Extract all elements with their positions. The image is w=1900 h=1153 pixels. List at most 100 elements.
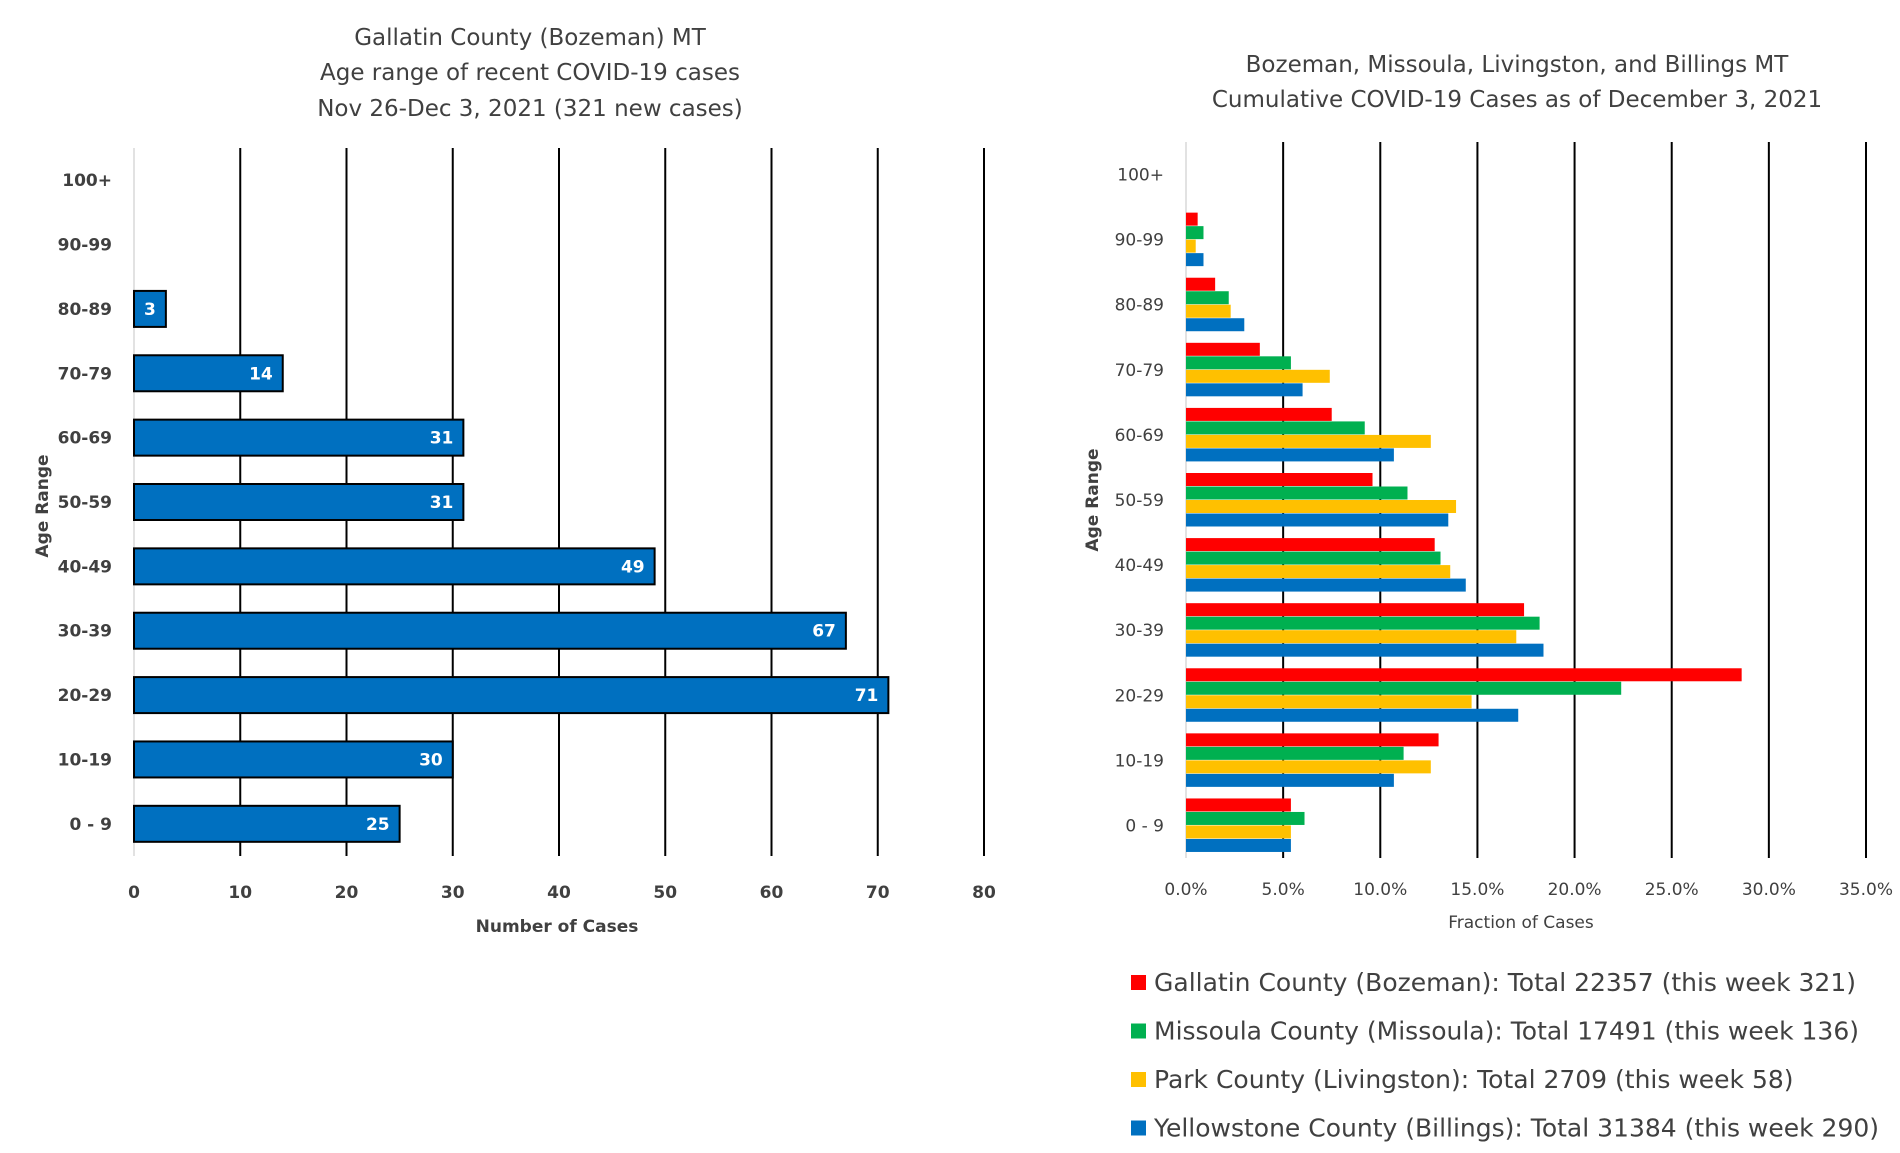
legend-label: Missoula County (Missoula): Total 17491 … [1154,1017,1859,1046]
chart2-bar-series4-30-39 [1186,643,1544,657]
chart1-data-label: 30 [419,750,443,770]
chart2-bar-series2-0-9 [1186,811,1305,825]
chart1-x-tick-label: 70 [866,883,890,903]
chart2-category-label: 40-49 [1115,556,1164,576]
chart2-bar-series3-30-39 [1186,630,1517,644]
chart2-x-tick-label: 30.0% [1742,880,1796,900]
chart2-category-label: 30-39 [1115,621,1164,641]
chart1-data-label: 31 [430,493,454,513]
chart2-x-tick-label: 15.0% [1450,880,1504,900]
chart2-bar-series4-10-19 [1186,773,1394,787]
chart1-category-label: 10-19 [58,750,112,770]
chart2-legend-item-2: Missoula County (Missoula): Total 17491 … [1131,1017,1859,1046]
chart2-legend-item-4: Yellowstone County (Billings): Total 313… [1131,1114,1879,1143]
chart2-bar-series2-70-79 [1186,356,1291,370]
legend-label: Park County (Livingston): Total 2709 (th… [1154,1065,1794,1094]
chart2-bar-series1-70-79 [1186,342,1260,356]
chart1-title-line-3: Nov 26-Dec 3, 2021 (321 new cases) [317,96,743,122]
chart2-category-label: 90-99 [1115,231,1164,251]
chart2-bar-series1-0-9 [1186,798,1291,812]
chart1-bar-50-59 [133,483,465,521]
chart1-category-labels: 0 - 9 10-19 20-29 30-39 40-49 50-59 60-69 70-79… [58,171,112,835]
legend-label: Gallatin County (Bozeman): Total 22357 (… [1154,968,1856,997]
chart1-data-label: 49 [621,557,645,577]
chart2-legend-item-3: Park County (Livingston): Total 2709 (th… [1131,1065,1794,1094]
chart1-y-axis-label: Age Range [33,454,53,557]
chart2-bar-series4-0-9 [1186,838,1291,852]
chart1-bar-70-79 [133,354,284,393]
chart1-bar-10-19 [133,740,454,779]
chart1-x-tick-label: 0 [128,883,140,903]
chart1-category-label: 70-79 [58,364,112,384]
chart2-bar-series2-60-69 [1186,421,1365,435]
chart2-bar-series4-90-99 [1186,253,1204,267]
chart1-bar-30-39 [133,611,847,650]
chart2-x-tick-label: 35.0% [1839,880,1893,900]
chart2-bar-series2-90-99 [1186,226,1204,240]
chart1-gridlines [133,148,985,856]
chart1-data-label: 31 [430,429,454,449]
chart1-data-label: 71 [855,686,879,706]
chart2-bar-series3-60-69 [1186,434,1431,448]
chart1-bar-40-49 [133,547,656,586]
chart2-legend-item-1: Gallatin County (Bozeman): Total 22357 (… [1131,968,1856,997]
chart1-category-label: 0 - 9 [69,815,112,835]
chart1-category-label: 20-29 [58,686,112,706]
chart2-bar-series3-40-49 [1186,565,1451,579]
chart1-category-label: 40-49 [58,557,112,577]
chart1-bars: 25 30 71 67 49 31 31 14 3 [133,289,890,843]
chart1-title: Gallatin County (Bozeman) MT Age range o… [317,25,743,122]
chart2-title-line-2: Cumulative COVID-19 Cases as of December… [1212,87,1822,113]
chart2-bar-series2-80-89 [1186,291,1229,305]
chart2-bar-series2-40-49 [1186,551,1441,565]
chart2-x-tick-label: 5.0% [1262,880,1305,900]
chart2-category-label: 70-79 [1115,361,1164,381]
chart2-bar-series3-0-9 [1186,825,1291,839]
legend-swatch [1131,1023,1146,1039]
chart2-bar-series3-90-99 [1186,239,1196,253]
legend-label: Yellowstone County (Billings): Total 313… [1153,1114,1879,1143]
chart2-bar-series1-80-89 [1186,277,1216,291]
chart2-x-tick-label: 10.0% [1353,880,1407,900]
chart1-category-label: 100+ [62,171,112,191]
chart2-category-label: 80-89 [1115,296,1164,316]
chart2-category-label: 10-19 [1115,751,1164,771]
chart1-category-label: 50-59 [58,493,112,513]
chart2-bar-series2-30-39 [1186,616,1540,630]
age-range-recent-cases-chart: Gallatin County (Bozeman) MT Age range o… [33,25,996,937]
chart2-legend: Gallatin County (Bozeman): Total 22357 (… [1131,968,1879,1143]
chart2-bar-series3-80-89 [1186,304,1231,318]
chart1-x-tick-label: 60 [760,883,784,903]
chart1-x-tick-label: 50 [653,883,677,903]
chart1-category-label: 60-69 [58,429,112,449]
chart1-x-tick-label: 80 [972,883,996,903]
chart1-category-label: 90-99 [58,236,112,256]
chart2-bar-series1-30-39 [1186,603,1525,617]
cumulative-cases-fraction-chart: Bozeman, Missoula, Livingston, and Billi… [1083,52,1893,1143]
chart1-bar-80-89 [133,289,167,328]
chart1-data-label: 67 [812,622,836,642]
chart2-x-axis-label: Fraction of Cases [1448,913,1594,933]
chart2-bar-series1-40-49 [1186,538,1435,552]
chart1-title-line-2: Age range of recent COVID-19 cases [320,60,740,86]
chart2-x-tick-label: 20.0% [1548,880,1602,900]
chart1-x-tick-label: 10 [228,883,252,903]
chart2-bar-series1-10-19 [1186,733,1439,747]
chart2-title-line-1: Bozeman, Missoula, Livingston, and Billi… [1246,52,1790,78]
chart2-bar-series4-20-29 [1186,708,1519,722]
chart2-bar-series4-40-49 [1186,578,1466,592]
chart2-bar-series1-90-99 [1186,212,1198,226]
chart2-bar-series3-10-19 [1186,760,1431,774]
chart2-bar-series1-50-59 [1186,473,1373,486]
chart2-category-labels: 0 - 9 10-19 20-29 30-39 40-49 50-59 60-69 70-79… [1115,166,1164,837]
chart1-category-label: 80-89 [58,300,112,320]
legend-swatch [1131,1072,1146,1087]
legend-swatch [1131,975,1146,990]
chart2-x-tick-label: 0.0% [1164,880,1207,900]
chart2-bar-series2-50-59 [1186,486,1408,500]
chart2-bars [1186,212,1742,852]
chart2-bar-series3-50-59 [1186,500,1457,513]
chart2-bar-series4-60-69 [1186,448,1394,462]
chart2-category-label: 50-59 [1115,491,1164,511]
